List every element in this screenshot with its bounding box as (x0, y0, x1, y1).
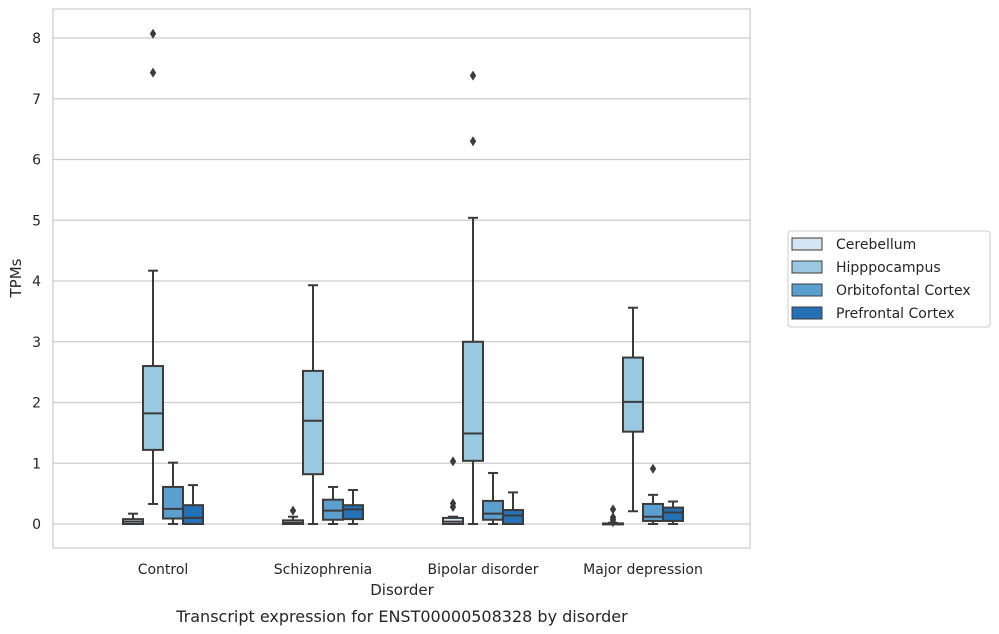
legend-label: Cerebellum (836, 237, 916, 253)
x-axis-ticks: Control Schizophrenia Bipolar disorder Majo… (138, 562, 703, 578)
legend-label: Orbitofontal Cortex (836, 283, 971, 299)
x-axis-label: Disorder (370, 581, 434, 599)
y-axis-ticks: 0 1 2 3 4 5 6 7 8 (32, 31, 41, 533)
box-group (622, 306, 644, 513)
y-tick-label: 6 (32, 153, 41, 169)
box-group (302, 284, 324, 525)
legend: Cerebellum Hipppocampus Orbitofontal Corte… (787, 230, 991, 328)
box-group (462, 70, 484, 525)
y-axis-label: TPMs (7, 258, 25, 298)
box (662, 506, 684, 522)
box-group (502, 491, 524, 525)
legend-swatch (791, 260, 823, 274)
x-tick-label: Control (138, 562, 189, 578)
box (162, 485, 184, 520)
box (142, 365, 164, 451)
box (342, 504, 364, 521)
outlier-point (649, 463, 657, 474)
y-tick-label: 5 (32, 213, 41, 229)
box-group (182, 484, 204, 526)
y-tick-label: 0 (32, 517, 41, 533)
y-tick-label: 3 (32, 335, 41, 351)
y-tick-label: 4 (32, 274, 41, 290)
box-group (322, 485, 344, 525)
box-group (282, 505, 304, 525)
box (622, 356, 644, 433)
box-group (662, 500, 684, 525)
outlier-point (609, 504, 617, 515)
box (502, 509, 524, 525)
outlier-point (449, 456, 457, 467)
outlier-point (449, 498, 457, 509)
x-tick-label: Schizophrenia (274, 562, 372, 578)
legend-swatch (791, 237, 823, 251)
box-group (442, 456, 464, 525)
legend-label: Hipppocampus (836, 260, 941, 276)
box-group (602, 504, 624, 528)
box-group (122, 512, 144, 526)
legend-swatch (791, 283, 823, 297)
boxes-layer (122, 28, 684, 528)
box-group (342, 488, 364, 525)
box-group (482, 471, 504, 525)
y-tick-label: 1 (32, 456, 41, 472)
box (482, 499, 504, 521)
x-tick-label: Bipolar disorder (427, 562, 538, 578)
outlier-point (149, 67, 157, 78)
y-tick-label: 8 (32, 31, 41, 47)
box-group (142, 28, 164, 505)
outlier-point (289, 505, 297, 516)
y-tick-label: 2 (32, 396, 41, 412)
legend-swatch (791, 306, 823, 320)
x-tick-label: Major depression (583, 562, 703, 578)
box (642, 502, 664, 522)
box-group (162, 461, 184, 525)
outlier-point (149, 28, 157, 39)
legend-frame (787, 230, 991, 328)
outlier-point (469, 70, 477, 81)
legend-label: Prefrontal Cortex (836, 306, 955, 322)
plot-frame (52, 8, 751, 549)
outlier-point (609, 512, 617, 523)
box (462, 340, 484, 462)
box (302, 369, 324, 476)
box-group (642, 463, 664, 525)
y-tick-label: 7 (32, 92, 41, 108)
outlier-point (469, 136, 477, 147)
grid-lines (53, 37, 750, 525)
chart-caption: Transcript expression for ENST0000050832… (175, 607, 628, 626)
box (182, 504, 204, 526)
